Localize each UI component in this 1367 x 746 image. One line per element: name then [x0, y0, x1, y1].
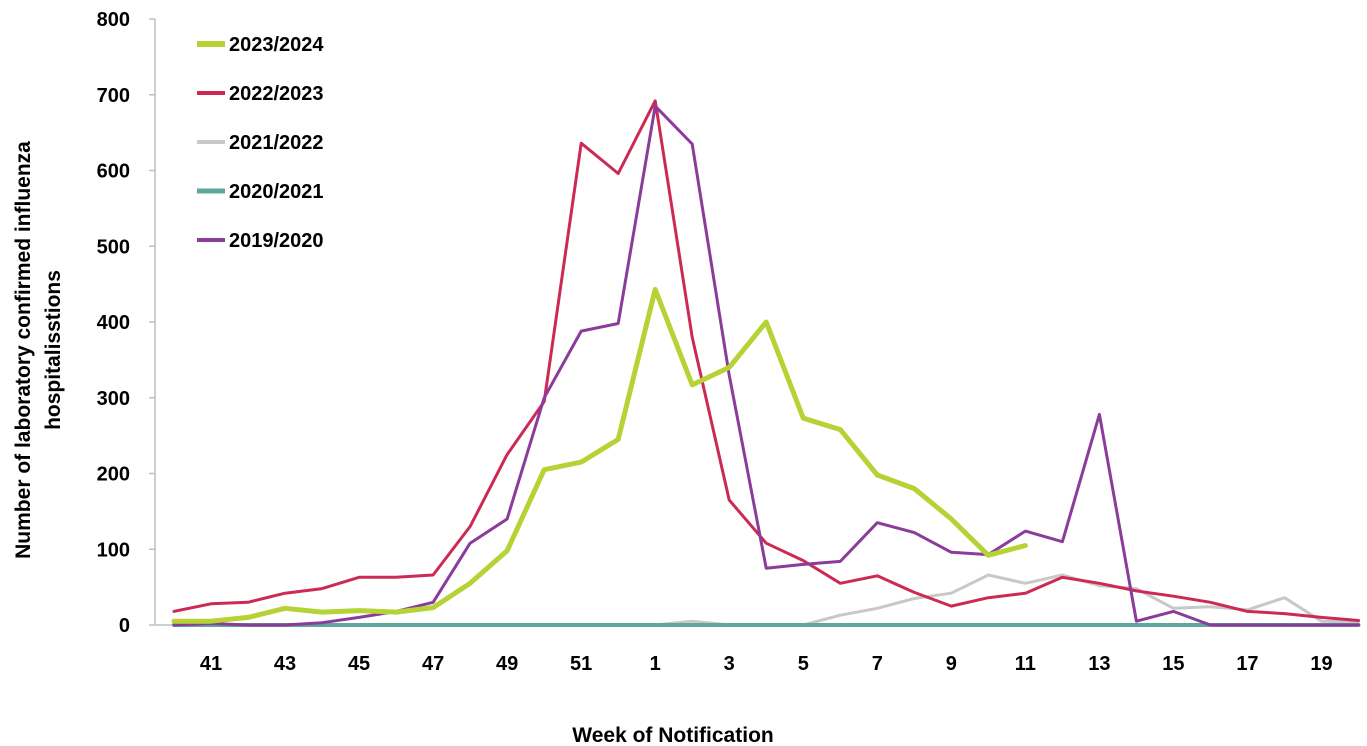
y-tick-label: 700: [97, 85, 130, 107]
series-group: [171, 99, 1361, 627]
y-tick-label: 400: [97, 312, 130, 334]
x-tick-label: 1: [650, 653, 661, 675]
legend-label-2021-2022: 2021/2022: [229, 132, 324, 154]
x-tick-label: 13: [1088, 653, 1110, 675]
y-tick-label: 600: [97, 161, 130, 183]
legend-label-2023-2024: 2023/2024: [229, 34, 324, 56]
y-tick-label: 500: [97, 236, 130, 258]
y-axis-title-line-1: Number of laboratory confirmed influenza: [12, 141, 35, 559]
x-tick-label: 15: [1162, 653, 1184, 675]
y-tick-label: 0: [119, 615, 130, 637]
x-tick-label: 45: [348, 653, 370, 675]
x-tick-label: 17: [1236, 653, 1258, 675]
x-axis-title: Week of Notification: [572, 724, 773, 746]
series-line-2022-2023: [172, 99, 1360, 622]
y-tick-label: 800: [97, 9, 130, 31]
x-tick-label: 3: [724, 653, 735, 675]
series-line-2019-2020: [172, 104, 1360, 627]
y-tick-label: 100: [97, 539, 130, 561]
x-tick-label: 43: [274, 653, 296, 675]
legend-label-2020-2021: 2020/2021: [229, 181, 324, 203]
x-tick-label: 5: [798, 653, 809, 675]
y-tick-label: 300: [97, 388, 130, 410]
legend: 2023/2024 2022/2023 2021/2022 2020/2021 2019…: [197, 34, 324, 252]
series-line-2023-2024: [171, 286, 1028, 624]
legend-label-2022-2023: 2022/2023: [229, 83, 324, 105]
x-tick-label: 11: [1015, 653, 1036, 675]
legend-label-2019-2020: 2019/2020: [229, 230, 324, 252]
x-tick-label: 41: [200, 653, 222, 675]
x-tick-label: 19: [1310, 653, 1332, 675]
x-tick-label: 51: [570, 653, 592, 675]
y-axis-title: Number of laboratory confirmed influenza…: [12, 141, 65, 559]
x-tick-label: 9: [946, 653, 957, 675]
x-tick-label: 7: [872, 653, 883, 675]
x-tick-label: 49: [496, 653, 518, 675]
y-tick-label: 200: [97, 464, 130, 486]
y-axis-title-line-2: hospitalisstions: [42, 270, 65, 430]
x-tick-label: 47: [422, 653, 444, 675]
